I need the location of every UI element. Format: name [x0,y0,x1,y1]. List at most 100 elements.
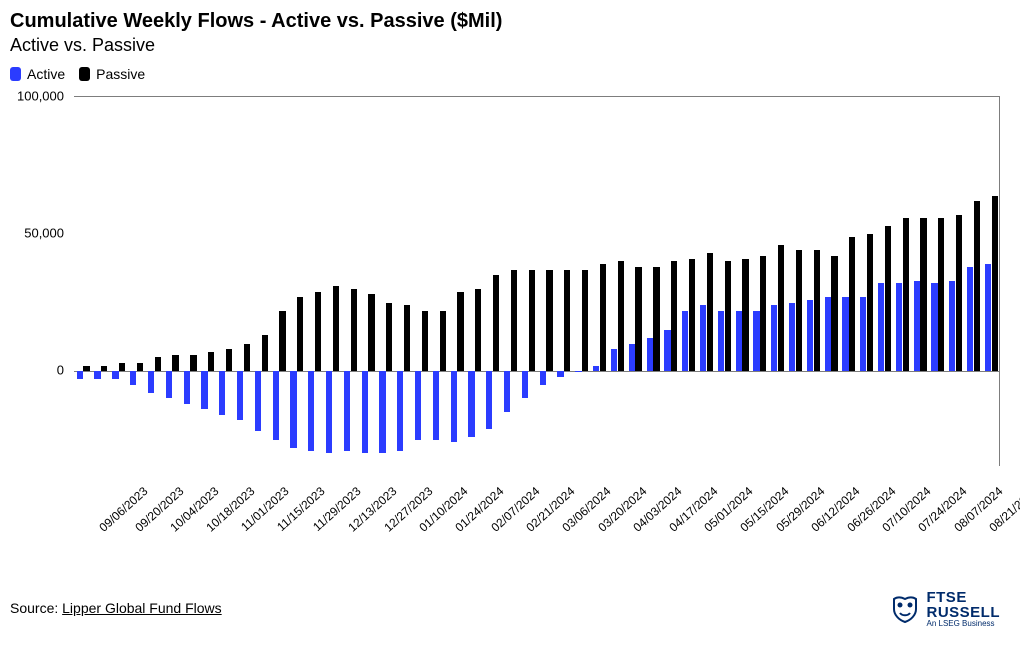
bar-active [308,371,314,450]
bar-active [540,371,546,385]
bar-passive [262,335,268,371]
legend-label-passive: Passive [96,66,145,82]
bar-active [344,371,350,450]
bar-passive [849,237,855,371]
bar-passive [172,355,178,371]
page: Cumulative Weekly Flows - Active vs. Pas… [0,0,1020,650]
bar-active [647,338,653,371]
bar-passive [404,305,410,371]
legend-swatch-passive [79,67,90,81]
bar-active [931,283,937,371]
bar-active [896,283,902,371]
brand-text: FTSE RUSSELL An LSEG Business [926,590,1000,628]
bar-passive [155,357,161,371]
bar-active [94,371,100,379]
bar-passive [564,270,570,371]
bars-layer [74,97,999,466]
bar-active [77,371,83,379]
bar-active [148,371,154,393]
legend-swatch-active [10,67,21,81]
bar-passive [511,270,517,371]
bar-passive [208,352,214,371]
bar-passive [903,218,909,371]
bar-active [397,371,403,450]
bar-active [611,349,617,371]
plot-area [74,96,1000,466]
chart-title: Cumulative Weekly Flows - Active vs. Pas… [10,10,1006,33]
legend-label-active: Active [27,66,65,82]
bar-active [504,371,510,412]
bar-passive [493,275,499,371]
y-tick-label: 0 [57,363,64,378]
bar-active [629,344,635,371]
bar-passive [279,311,285,371]
bar-passive [119,363,125,371]
bar-passive [760,256,766,371]
bar-passive [600,264,606,371]
bar-active [522,371,528,398]
bar-active [664,330,670,371]
bar-active [736,311,742,371]
bar-active [255,371,261,431]
bar-passive [831,256,837,371]
bar-passive [992,196,998,371]
bar-passive [244,344,250,371]
bar-active [967,267,973,371]
brand-logo: FTSE RUSSELL An LSEG Business [890,590,1000,628]
bar-active [273,371,279,440]
bar-active [593,366,599,371]
bar-passive [333,286,339,371]
bar-active [718,311,724,371]
bar-passive [707,253,713,371]
bar-passive [974,201,980,371]
bar-active [575,371,581,372]
bar-passive [867,234,873,371]
bar-passive [368,294,374,371]
bar-passive [635,267,641,371]
bar-active [468,371,474,437]
bar-active [201,371,207,409]
bar-active [682,311,688,371]
bar-active [433,371,439,440]
chart-subtitle: Active vs. Passive [10,35,1006,56]
x-axis-labels: 09/06/202309/20/202310/04/202310/18/2023… [74,476,1000,556]
bar-active [700,305,706,371]
y-tick-label: 50,000 [24,226,64,241]
bar-active [112,371,118,379]
legend: Active Passive [10,66,1006,82]
bar-passive [814,250,820,371]
bar-passive [920,218,926,371]
bar-passive [618,261,624,371]
bar-active [486,371,492,429]
bar-passive [440,311,446,371]
bar-active [451,371,457,442]
bar-active [860,297,866,371]
source-footer: Source: Lipper Global Fund Flows [10,600,222,616]
bar-active [949,281,955,371]
bar-passive [885,226,891,371]
bar-active [219,371,225,415]
bar-passive [351,289,357,371]
brand-crest-icon [890,595,920,623]
bar-passive [582,270,588,371]
bar-passive [546,270,552,371]
source-link[interactable]: Lipper Global Fund Flows [62,600,222,616]
bar-active [184,371,190,404]
bar-active [878,283,884,371]
bar-passive [101,366,107,371]
bar-active [771,305,777,371]
bar-active [326,371,332,453]
bar-passive [457,292,463,371]
bar-passive [190,355,196,371]
bar-active [362,371,368,453]
bar-active [807,300,813,371]
brand-line2: RUSSELL [926,605,1000,620]
bar-active [415,371,421,440]
y-tick-label: 100,000 [17,89,64,104]
bar-passive [778,245,784,371]
bar-passive [956,215,962,371]
bar-passive [529,270,535,371]
bar-passive [653,267,659,371]
y-axis: 050,000100,000 [10,96,70,466]
source-prefix: Source: [10,600,62,616]
